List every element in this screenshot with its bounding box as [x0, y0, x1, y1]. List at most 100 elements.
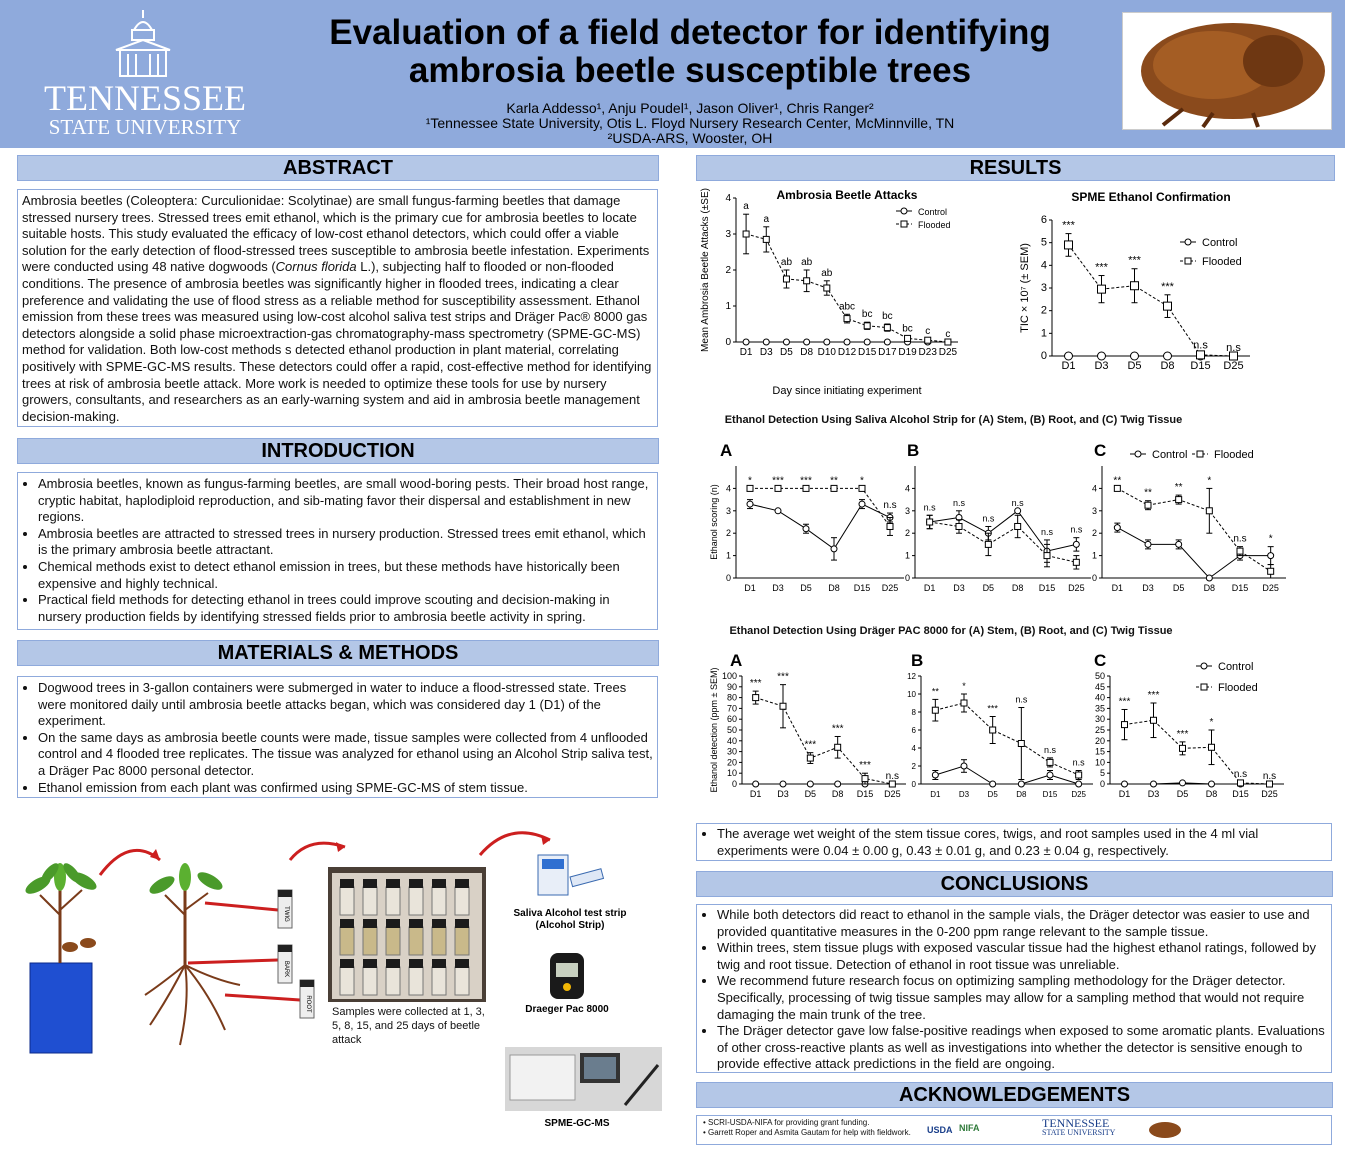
x-tick-label: D25: [1068, 583, 1085, 593]
data-point-flooded: [1046, 758, 1054, 766]
y-tick-label: 3: [1092, 506, 1097, 516]
data-point-control: [843, 338, 851, 346]
x-tick-label: D3: [953, 583, 965, 593]
y-tick-label: 1: [726, 551, 731, 561]
drager-label: Draeger Pac 8000: [525, 1004, 609, 1015]
tsu-small-line2: STATE UNIVERSITY: [1042, 1128, 1116, 1137]
sample-vial: [454, 966, 470, 996]
y-tick-label: 6: [912, 726, 917, 735]
y-tick-label: 10: [907, 690, 916, 699]
sample-vial: [362, 926, 378, 956]
vial-cap: [340, 919, 354, 928]
sample-vial: [431, 886, 447, 916]
y-tick-label: 45: [1095, 682, 1105, 692]
legend-label: Control: [1152, 449, 1187, 461]
beetle-icon: [1141, 23, 1325, 129]
affiliation-2: ²USDA-ARS, Wooster, OH: [607, 130, 773, 146]
significance-label: bc: [902, 324, 913, 335]
y-tick-label: 12: [907, 672, 916, 681]
series-line-flooded: [1068, 244, 1234, 357]
significance-label: n.s: [924, 502, 937, 512]
x-tick-label: D5: [1127, 360, 1141, 372]
x-tick-label: D1: [924, 583, 936, 593]
y-tick-label: 2: [726, 528, 731, 538]
x-tick-label: D3: [777, 789, 789, 799]
y-axis-label: TIC × 10⁷ (± SEM): [1019, 243, 1031, 333]
acknowledgements-box: • SCRI-USDA-NIFA for providing grant fun…: [696, 1115, 1332, 1145]
chart-title: SPME Ethanol Confirmation: [1071, 190, 1230, 204]
y-tick-label: 5: [1100, 768, 1105, 778]
data-point-control: [802, 525, 810, 533]
process-arrow: [98, 849, 161, 876]
conclusion-item: Within trees, stem tissue plugs with exp…: [717, 940, 1325, 973]
x-tick-label: D3: [1094, 360, 1108, 372]
x-tick-label: D25: [1071, 790, 1086, 799]
data-point-flooded: [1175, 496, 1183, 504]
process-arrow: [187, 958, 279, 965]
data-point-flooded: [883, 324, 891, 332]
x-tick-label: D3: [959, 790, 970, 799]
sample-vial: [454, 926, 470, 956]
data-point-flooded: [1266, 780, 1273, 788]
data-point-flooded: [742, 230, 750, 238]
series-line-flooded: [750, 487, 891, 527]
sample-vial: [362, 886, 378, 916]
y-tick-label: 2: [725, 265, 731, 276]
sample-vial: [385, 966, 401, 996]
intro-item: Ambrosia beetles are attracted to stress…: [38, 526, 653, 559]
x-tick-label: D17: [878, 347, 897, 358]
title-line1: Evaluation of a field detector for ident…: [329, 13, 1051, 52]
root-tube-icon: ROOT: [299, 979, 315, 1019]
methods-item: Dogwood trees in 3-gallon containers wer…: [38, 680, 653, 730]
y-tick-label: 5: [1041, 237, 1047, 249]
x-axis-label: Day since initiating experiment: [772, 385, 921, 397]
significance-label: ***: [1095, 262, 1109, 274]
data-point-flooded: [1043, 552, 1051, 560]
methods-box: Dogwood trees in 3-gallon containers wer…: [17, 676, 658, 798]
sample-vial: [408, 926, 424, 956]
abstract-text-b: L.), subjecting half to flooded or non-f…: [22, 259, 652, 424]
conclusion-item: We recommend future research focus on op…: [717, 973, 1325, 1023]
x-tick-label: D23: [919, 347, 938, 358]
significance-label: ab: [821, 268, 833, 279]
y-tick-label: 0: [726, 573, 731, 583]
significance-label: *: [1207, 475, 1211, 486]
data-point-control: [1017, 780, 1025, 788]
data-point-flooded: [1075, 771, 1083, 779]
significance-label: ***: [1128, 255, 1142, 267]
y-tick-label: 0: [905, 573, 910, 583]
title-line2: ambrosia beetle susceptible trees: [408, 51, 972, 90]
gcms-label: SPME-GC-MS: [545, 1118, 610, 1129]
x-tick-label: D12: [838, 347, 857, 358]
x-tick-label: D5: [780, 347, 793, 358]
panel-label: C: [1094, 441, 1106, 460]
data-point-flooded: [806, 754, 814, 762]
data-point-control: [803, 338, 811, 346]
significance-label: ***: [987, 704, 998, 714]
data-point-control: [752, 780, 760, 788]
data-point-flooded: [924, 336, 932, 344]
sample-vial: [339, 926, 355, 956]
series-line-flooded: [745, 233, 948, 343]
x-tick-label: D8: [800, 347, 813, 358]
y-tick-label: 30: [727, 747, 737, 757]
authors: Karla Addesso¹, Anju Poudel¹, Jason Oliv…: [506, 100, 874, 116]
y-tick-label: 50: [727, 725, 737, 735]
data-point-control: [1130, 351, 1139, 361]
significance-label: *: [860, 475, 864, 486]
panel-label: A: [730, 651, 742, 670]
beetle-photo: [1122, 12, 1332, 130]
legend-label: Control: [1218, 661, 1253, 673]
x-tick-label: D3: [772, 583, 784, 593]
results-heading: RESULTS: [696, 155, 1335, 181]
panel-label: B: [911, 651, 923, 670]
vial-cap: [409, 959, 423, 968]
legend-label: Flooded: [1214, 449, 1254, 461]
significance-label: ***: [1161, 281, 1175, 293]
bark-tube-icon: BARK: [277, 944, 293, 984]
data-point-flooded: [779, 702, 787, 710]
data-point-control: [830, 545, 838, 553]
y-tick-label: 4: [1092, 483, 1097, 493]
data-point-flooded: [1205, 507, 1213, 515]
dogwood-plant-icon: [25, 863, 97, 963]
